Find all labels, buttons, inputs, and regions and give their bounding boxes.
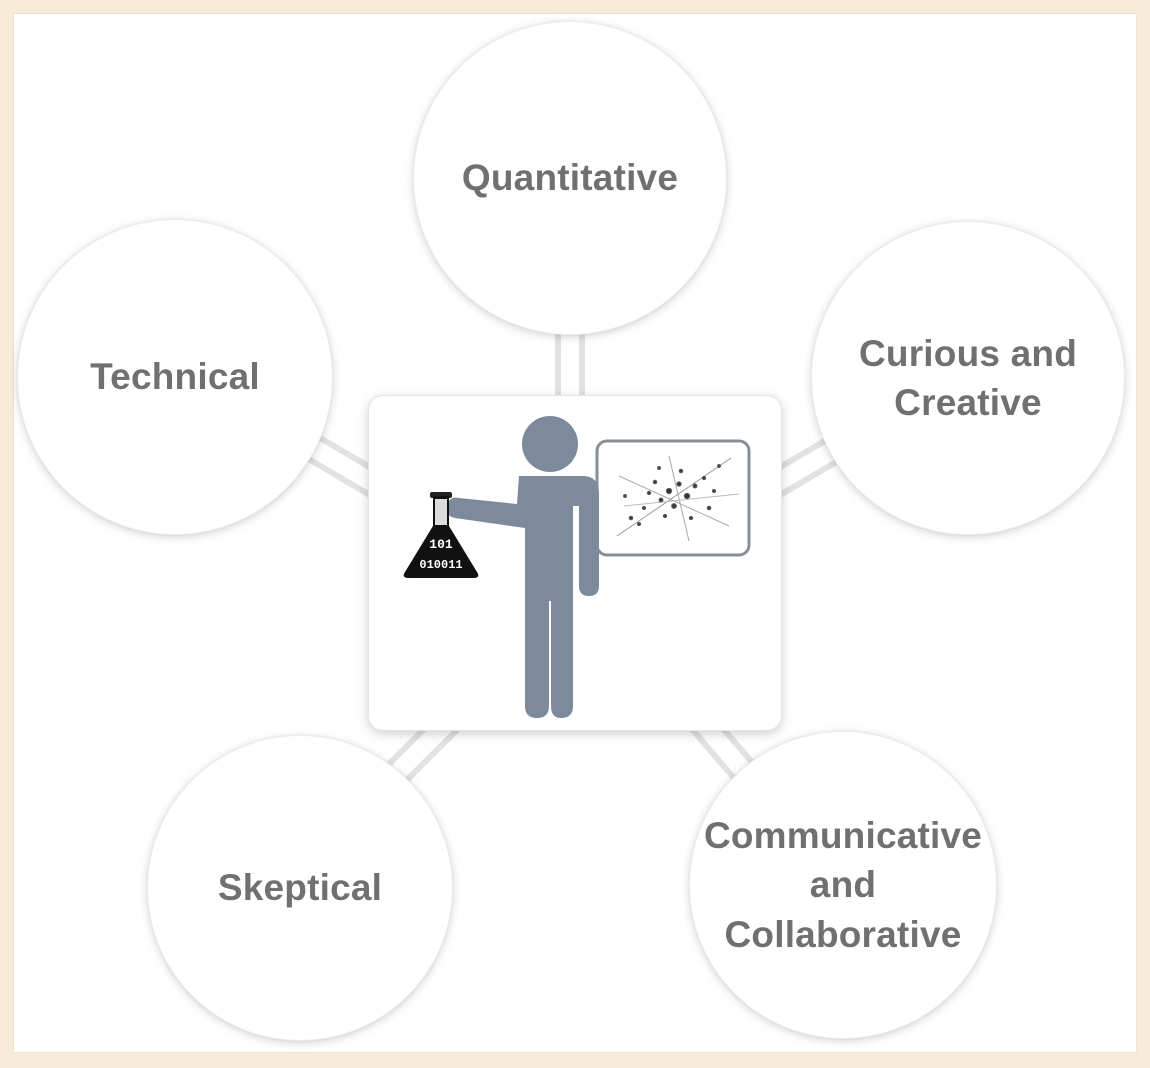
label-curious: Curious and Creative [858, 332, 1078, 423]
scatter-plot-icon [616, 455, 740, 542]
label-communicative: Communicative and Collaborative [703, 815, 983, 955]
person-icon [446, 416, 599, 718]
flask-icon: 101 010011 [403, 492, 479, 578]
data-scientist-icon: 101 010011 [403, 416, 751, 718]
center-card: 101 010011 [369, 396, 781, 730]
flask-text-line1: 101 [429, 537, 453, 552]
label-skeptical: Skeptical [217, 867, 383, 909]
bubble-curious: Curious and Creative [812, 222, 1124, 534]
label-quantitative: Quantitative [461, 157, 679, 199]
bubble-quantitative: Quantitative [414, 22, 726, 334]
bubble-communicative: Communicative and Collaborative [690, 732, 996, 1038]
bubble-skeptical: Skeptical [148, 736, 452, 1040]
label-technical: Technical [90, 356, 260, 398]
flask-text-line2: 010011 [419, 558, 462, 572]
bubble-technical: Technical [18, 220, 332, 534]
